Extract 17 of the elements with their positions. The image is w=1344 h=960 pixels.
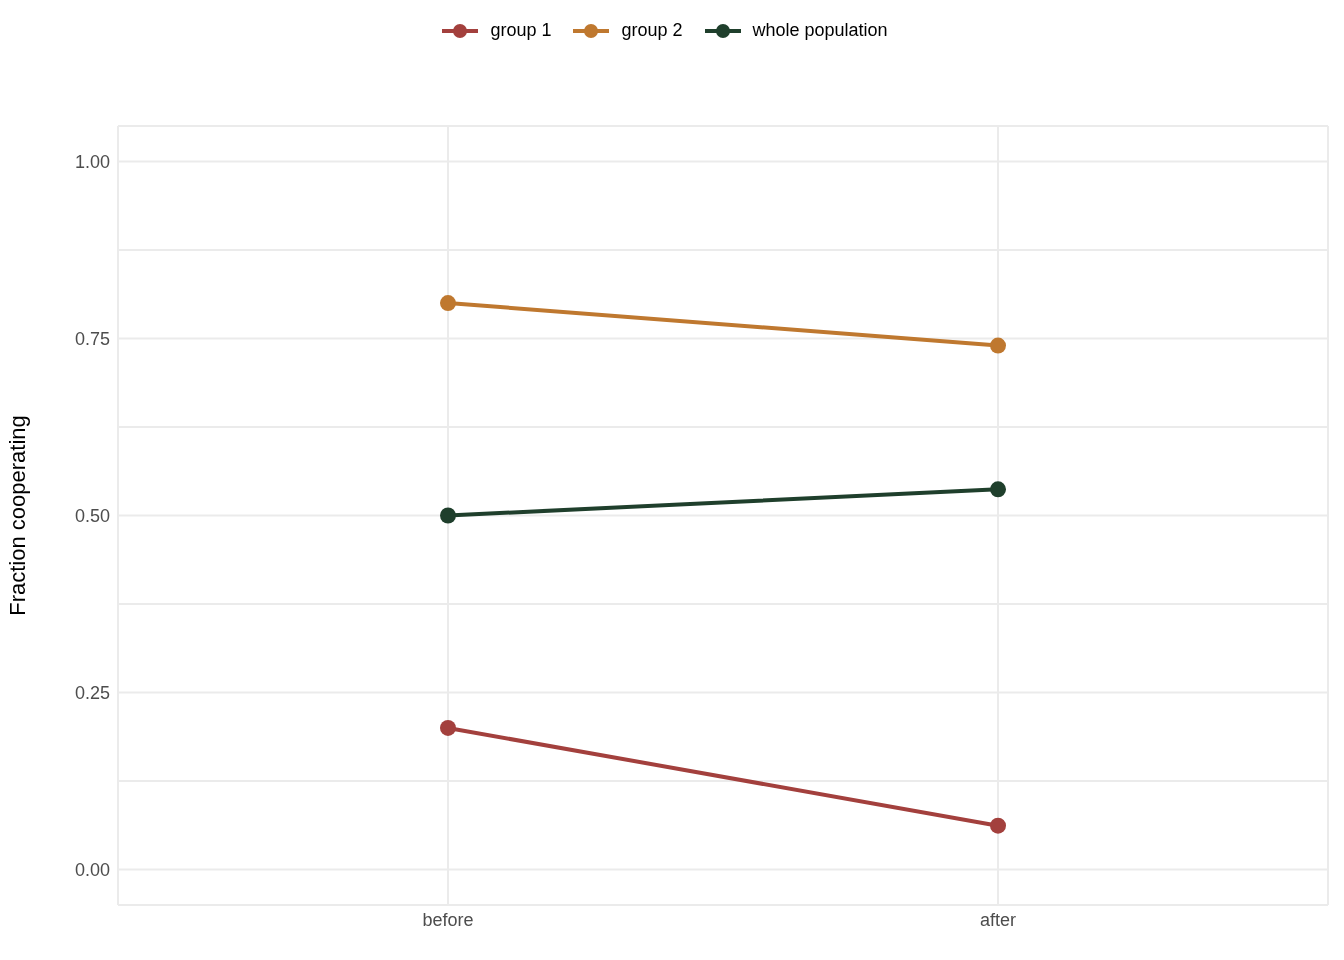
- point: [440, 507, 456, 524]
- y-tick-label: 0.25: [74, 682, 110, 703]
- y-tick-label: 0.75: [74, 328, 110, 349]
- legend-label: group 2: [621, 20, 683, 41]
- text: 0.00: [74, 859, 110, 880]
- y-axis-title: Fraction cooperating: [4, 415, 30, 616]
- point: [990, 481, 1006, 498]
- legend-label: whole population: [752, 20, 888, 41]
- x-tick-label: before: [422, 909, 474, 930]
- point: [440, 295, 456, 312]
- point: [440, 719, 456, 736]
- x-tick-label: after: [979, 909, 1017, 930]
- y-tick-label: 0.50: [74, 505, 110, 526]
- point: [990, 337, 1006, 354]
- legend-label: group 1: [490, 20, 552, 41]
- y-tick-label: 1.00: [74, 151, 110, 172]
- point: [990, 817, 1006, 834]
